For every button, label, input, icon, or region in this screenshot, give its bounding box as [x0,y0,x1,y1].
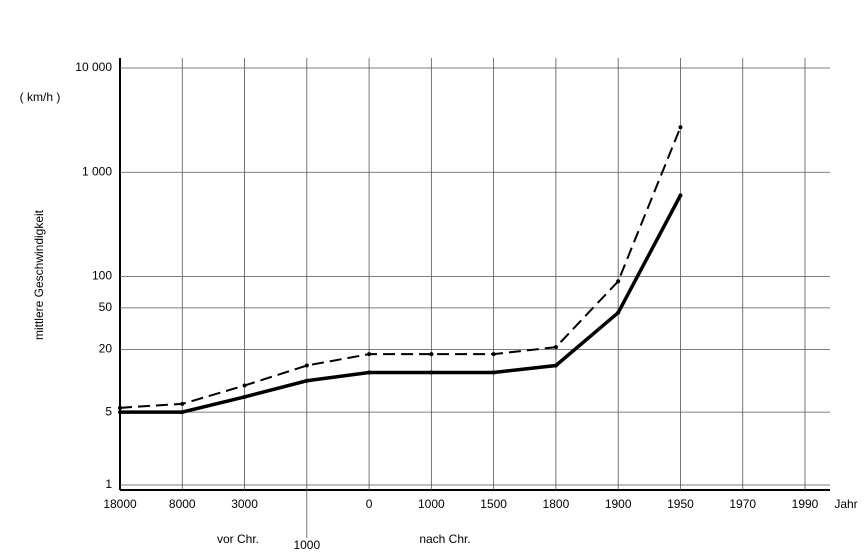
point [118,406,122,410]
x-tick-label: 8000 [169,497,196,511]
era-label: vor Chr. [217,532,259,546]
point [429,370,433,374]
x-tick-label: 1970 [729,497,756,511]
y-tick-label: 5 [105,404,112,418]
point [180,402,184,406]
point [243,395,247,399]
point [678,125,682,129]
point [492,370,496,374]
x-tick-label: 1000 [418,497,445,511]
x-tick-label: 1950 [667,497,694,511]
speed-line [120,127,680,408]
y-tick-label: 1 [105,477,112,491]
y-tick-label: 50 [99,300,113,314]
point [616,279,620,283]
y-axis-label: mittlere Geschwindigkeit [32,209,46,340]
y-unit: ( km/h ) [20,90,61,104]
y-tick-label: 100 [92,269,112,283]
point [367,370,371,374]
era-label: nach Chr. [419,532,470,546]
point [678,193,682,197]
point [616,311,620,315]
chart: mittlere Geschwindigkeit ( km/h ) Jahr v… [0,0,864,552]
point [554,345,558,349]
x-tick-label: 1500 [480,497,507,511]
x-tick-label: 3000 [231,497,258,511]
x-tick-label: 1800 [543,497,570,511]
point [118,410,122,414]
y-tick-label: 20 [99,342,113,356]
point [554,364,558,368]
x-tick-label: 0 [366,497,373,511]
x-tick-label: 1990 [792,497,819,511]
point [429,352,433,356]
point [305,379,309,383]
point [243,384,247,388]
point [367,352,371,356]
point [180,410,184,414]
point [305,364,309,368]
x-tick-label: 18000 [103,497,137,511]
point [492,352,496,356]
x-tick-label: 1000 [293,538,320,552]
x-tick-label: 1900 [605,497,632,511]
y-tick-label: 10 000 [75,60,112,74]
speed-line [120,195,680,412]
x-axis-label: Jahr [834,497,857,511]
y-tick-label: 1 000 [82,164,112,178]
